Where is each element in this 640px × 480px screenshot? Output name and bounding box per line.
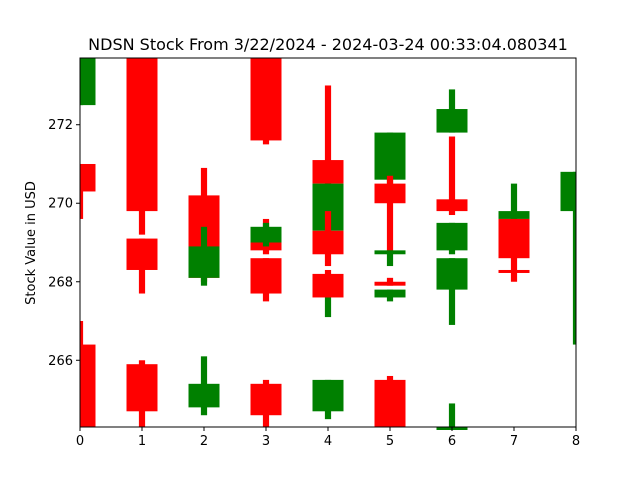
candle xyxy=(374,175,406,255)
candle xyxy=(80,321,96,427)
candle-body xyxy=(250,383,282,416)
x-axis-ticks: 0 1 2 3 4 5 6 7 8 xyxy=(76,427,580,449)
candle xyxy=(498,183,530,223)
candle xyxy=(374,375,406,427)
y-axis-ticks: 266 268 270 272 xyxy=(48,118,80,369)
chart-title: NDSN Stock From 3/22/2024 - 2024-03-24 0… xyxy=(88,35,568,54)
candle xyxy=(250,58,282,145)
candle xyxy=(188,226,220,286)
candle-body xyxy=(80,58,96,106)
candle xyxy=(188,356,220,416)
candle-body xyxy=(80,163,96,192)
candle xyxy=(436,89,468,133)
candle-wick xyxy=(386,250,394,267)
candle xyxy=(312,379,344,420)
candle xyxy=(250,222,282,247)
candle-body xyxy=(560,171,576,212)
candle xyxy=(250,379,282,427)
candle xyxy=(436,403,468,430)
candle-body xyxy=(374,289,406,298)
candle xyxy=(126,58,158,235)
candle-body xyxy=(498,269,530,273)
candle xyxy=(80,58,96,106)
x-tick-label: 0 xyxy=(76,434,84,449)
candle xyxy=(436,136,468,216)
candle-body xyxy=(312,160,344,184)
candle-body xyxy=(498,218,530,259)
candle-wick xyxy=(324,85,332,188)
candle-body xyxy=(374,183,406,204)
candle xyxy=(126,360,158,427)
candle-body xyxy=(250,258,282,294)
candle-body xyxy=(80,344,96,427)
candle-wick xyxy=(386,175,394,255)
candle-body xyxy=(436,222,468,251)
candle xyxy=(312,85,344,188)
candle-body xyxy=(250,226,282,243)
candle-body xyxy=(188,383,220,408)
y-tick-label: 266 xyxy=(48,354,73,369)
candle xyxy=(126,238,158,294)
candle xyxy=(436,258,468,325)
candle xyxy=(374,277,406,286)
y-tick-label: 268 xyxy=(48,275,73,290)
y-tick-label: 270 xyxy=(48,197,73,212)
x-tick-label: 5 xyxy=(386,434,394,449)
candle xyxy=(374,289,406,302)
candle xyxy=(374,132,406,184)
candle xyxy=(250,258,282,302)
candle-body xyxy=(374,379,406,427)
candle-body xyxy=(312,230,344,255)
candle-body xyxy=(126,238,158,270)
candle-wick xyxy=(572,171,576,345)
candle-body xyxy=(374,250,406,255)
candle-wick xyxy=(448,136,456,216)
candle-body xyxy=(312,273,344,298)
candles xyxy=(80,58,576,430)
candle xyxy=(312,211,344,267)
candle-wick xyxy=(448,403,456,427)
y-axis-label: Stock Value in USD xyxy=(24,181,39,305)
candle xyxy=(498,269,530,273)
candle-body xyxy=(498,211,530,219)
x-tick-label: 4 xyxy=(324,434,332,449)
plot-area: 0 1 2 3 4 5 6 7 8 266 268 270 272 xyxy=(48,57,580,449)
candle xyxy=(560,171,576,345)
candle-body xyxy=(436,109,468,133)
x-tick-label: 3 xyxy=(262,434,270,449)
candle-body xyxy=(312,379,344,412)
candle-body xyxy=(374,281,406,286)
candle-body xyxy=(436,258,468,290)
candle-wick xyxy=(448,258,456,325)
candle xyxy=(80,163,96,219)
x-tick-label: 8 xyxy=(572,434,580,449)
candle-body xyxy=(436,199,468,212)
candle-body xyxy=(250,58,282,141)
x-tick-label: 1 xyxy=(138,434,146,449)
candle-body xyxy=(126,364,158,412)
candle xyxy=(498,218,530,282)
candle-body xyxy=(188,246,220,278)
candle xyxy=(312,269,344,298)
candle-body xyxy=(126,58,158,212)
candle-wick xyxy=(510,183,518,223)
candle xyxy=(436,222,468,255)
x-tick-label: 2 xyxy=(200,434,208,449)
candle xyxy=(374,250,406,267)
x-tick-label: 6 xyxy=(448,434,456,449)
candle-body xyxy=(374,132,406,180)
y-tick-label: 272 xyxy=(48,118,73,133)
x-tick-label: 7 xyxy=(510,434,518,449)
